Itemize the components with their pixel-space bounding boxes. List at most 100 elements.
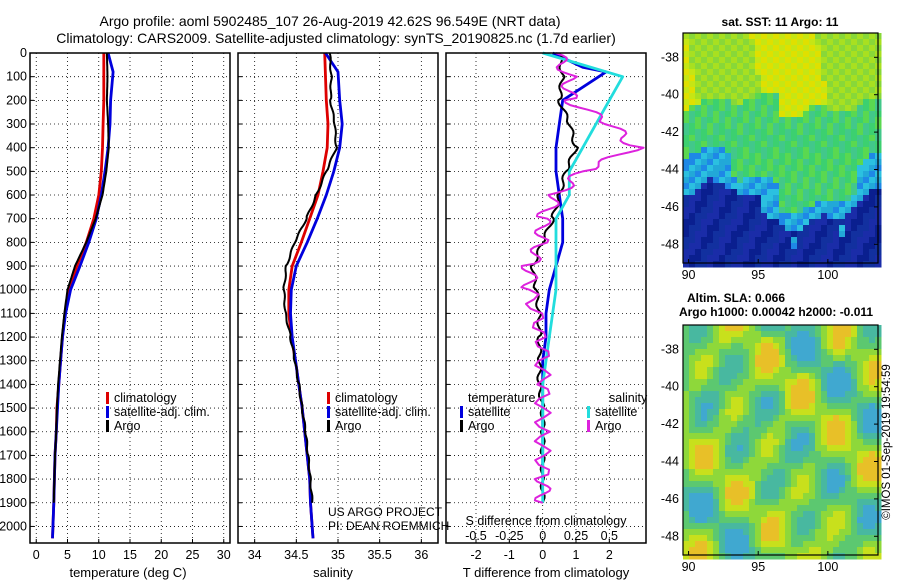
map-cell bbox=[797, 207, 804, 214]
map-cell bbox=[821, 219, 828, 226]
map-cell bbox=[701, 403, 708, 410]
map-cell bbox=[833, 499, 840, 506]
map-cell bbox=[791, 147, 798, 154]
map-cell bbox=[857, 153, 864, 160]
map-cell bbox=[869, 529, 876, 536]
map-cell bbox=[689, 249, 696, 256]
map-cell bbox=[797, 529, 804, 536]
map-cell bbox=[701, 249, 708, 256]
map-cell bbox=[701, 439, 708, 446]
map-cell bbox=[713, 355, 720, 362]
legend-label-climatology: climatology bbox=[114, 391, 177, 405]
map-cell bbox=[803, 505, 810, 512]
map-cell bbox=[809, 159, 816, 166]
map-cell bbox=[791, 183, 798, 190]
map-cell bbox=[767, 427, 774, 434]
map-cell bbox=[707, 403, 714, 410]
map-cell bbox=[713, 177, 720, 184]
map-cell bbox=[761, 153, 768, 160]
map-cell bbox=[809, 177, 816, 184]
map-cell bbox=[749, 349, 756, 356]
map-cell bbox=[731, 123, 738, 130]
map-cell bbox=[719, 99, 726, 106]
map-cell bbox=[695, 487, 702, 494]
map-cell bbox=[785, 255, 792, 262]
map-cell bbox=[815, 421, 822, 428]
map-cell bbox=[839, 487, 846, 494]
map-cell bbox=[773, 57, 780, 64]
map-cell bbox=[755, 219, 762, 226]
map-cell bbox=[785, 45, 792, 52]
map-cell bbox=[743, 75, 750, 82]
legend-title-temperature: temperature bbox=[468, 391, 535, 405]
map-cell bbox=[737, 367, 744, 374]
map-cell bbox=[809, 129, 816, 136]
map-cell bbox=[791, 343, 798, 350]
map-cell bbox=[803, 385, 810, 392]
map-cell bbox=[791, 111, 798, 118]
map-cell bbox=[809, 105, 816, 112]
map-cell bbox=[755, 87, 762, 94]
map-cell bbox=[695, 147, 702, 154]
map-cell bbox=[737, 505, 744, 512]
map-cell bbox=[761, 123, 768, 130]
map-cell bbox=[713, 255, 720, 262]
map-cell bbox=[851, 349, 858, 356]
map-cell bbox=[725, 421, 732, 428]
map-cell bbox=[803, 409, 810, 416]
series-line-climatology bbox=[51, 53, 106, 539]
map-cell bbox=[803, 63, 810, 70]
map-cell bbox=[833, 243, 840, 250]
map-cell bbox=[743, 373, 750, 380]
map-cell bbox=[797, 553, 804, 560]
map-cell bbox=[725, 135, 732, 142]
t-difference-xlabel: T difference from climatology bbox=[463, 565, 630, 580]
map-cell bbox=[833, 63, 840, 70]
map-cell bbox=[683, 177, 690, 184]
map-cell bbox=[773, 117, 780, 124]
map-cell bbox=[683, 57, 690, 64]
map-cell bbox=[779, 57, 786, 64]
map-cell bbox=[689, 171, 696, 178]
map-cell bbox=[749, 177, 756, 184]
map-cell bbox=[833, 123, 840, 130]
map-cell bbox=[815, 331, 822, 338]
map-cell bbox=[803, 463, 810, 470]
map-cell bbox=[719, 379, 726, 386]
map-cell bbox=[749, 261, 756, 268]
map-cell bbox=[773, 355, 780, 362]
map-cell bbox=[869, 409, 876, 416]
map-cell bbox=[827, 99, 834, 106]
map-cell bbox=[791, 373, 798, 380]
map-cell bbox=[839, 177, 846, 184]
map-cell bbox=[719, 475, 726, 482]
map-cell bbox=[701, 129, 708, 136]
map-cell bbox=[863, 337, 870, 344]
map-cell bbox=[857, 243, 864, 250]
map-cell bbox=[701, 81, 708, 88]
map-cell bbox=[695, 135, 702, 142]
map-cell bbox=[767, 391, 774, 398]
map-cell bbox=[857, 135, 864, 142]
map-cell bbox=[869, 33, 876, 40]
legend-swatch-climatology bbox=[327, 392, 330, 404]
map-cell bbox=[707, 81, 714, 88]
map-cell bbox=[779, 69, 786, 76]
map-cell bbox=[785, 379, 792, 386]
salinity-xlabel: salinity bbox=[313, 565, 353, 580]
map-cell bbox=[695, 421, 702, 428]
map-cell bbox=[767, 535, 774, 542]
map-cell bbox=[707, 391, 714, 398]
map-cell bbox=[869, 243, 876, 250]
map-cell bbox=[809, 87, 816, 94]
map-cell bbox=[797, 219, 804, 226]
map-cell bbox=[719, 105, 726, 112]
map-cell bbox=[803, 87, 810, 94]
map-cell bbox=[719, 177, 726, 184]
map-x-tick-label: 95 bbox=[751, 560, 765, 574]
map-cell bbox=[761, 493, 768, 500]
map-cell bbox=[767, 469, 774, 476]
map-y-tick-label: -40 bbox=[661, 88, 679, 102]
map-cell bbox=[833, 337, 840, 344]
map-cell bbox=[821, 541, 828, 548]
